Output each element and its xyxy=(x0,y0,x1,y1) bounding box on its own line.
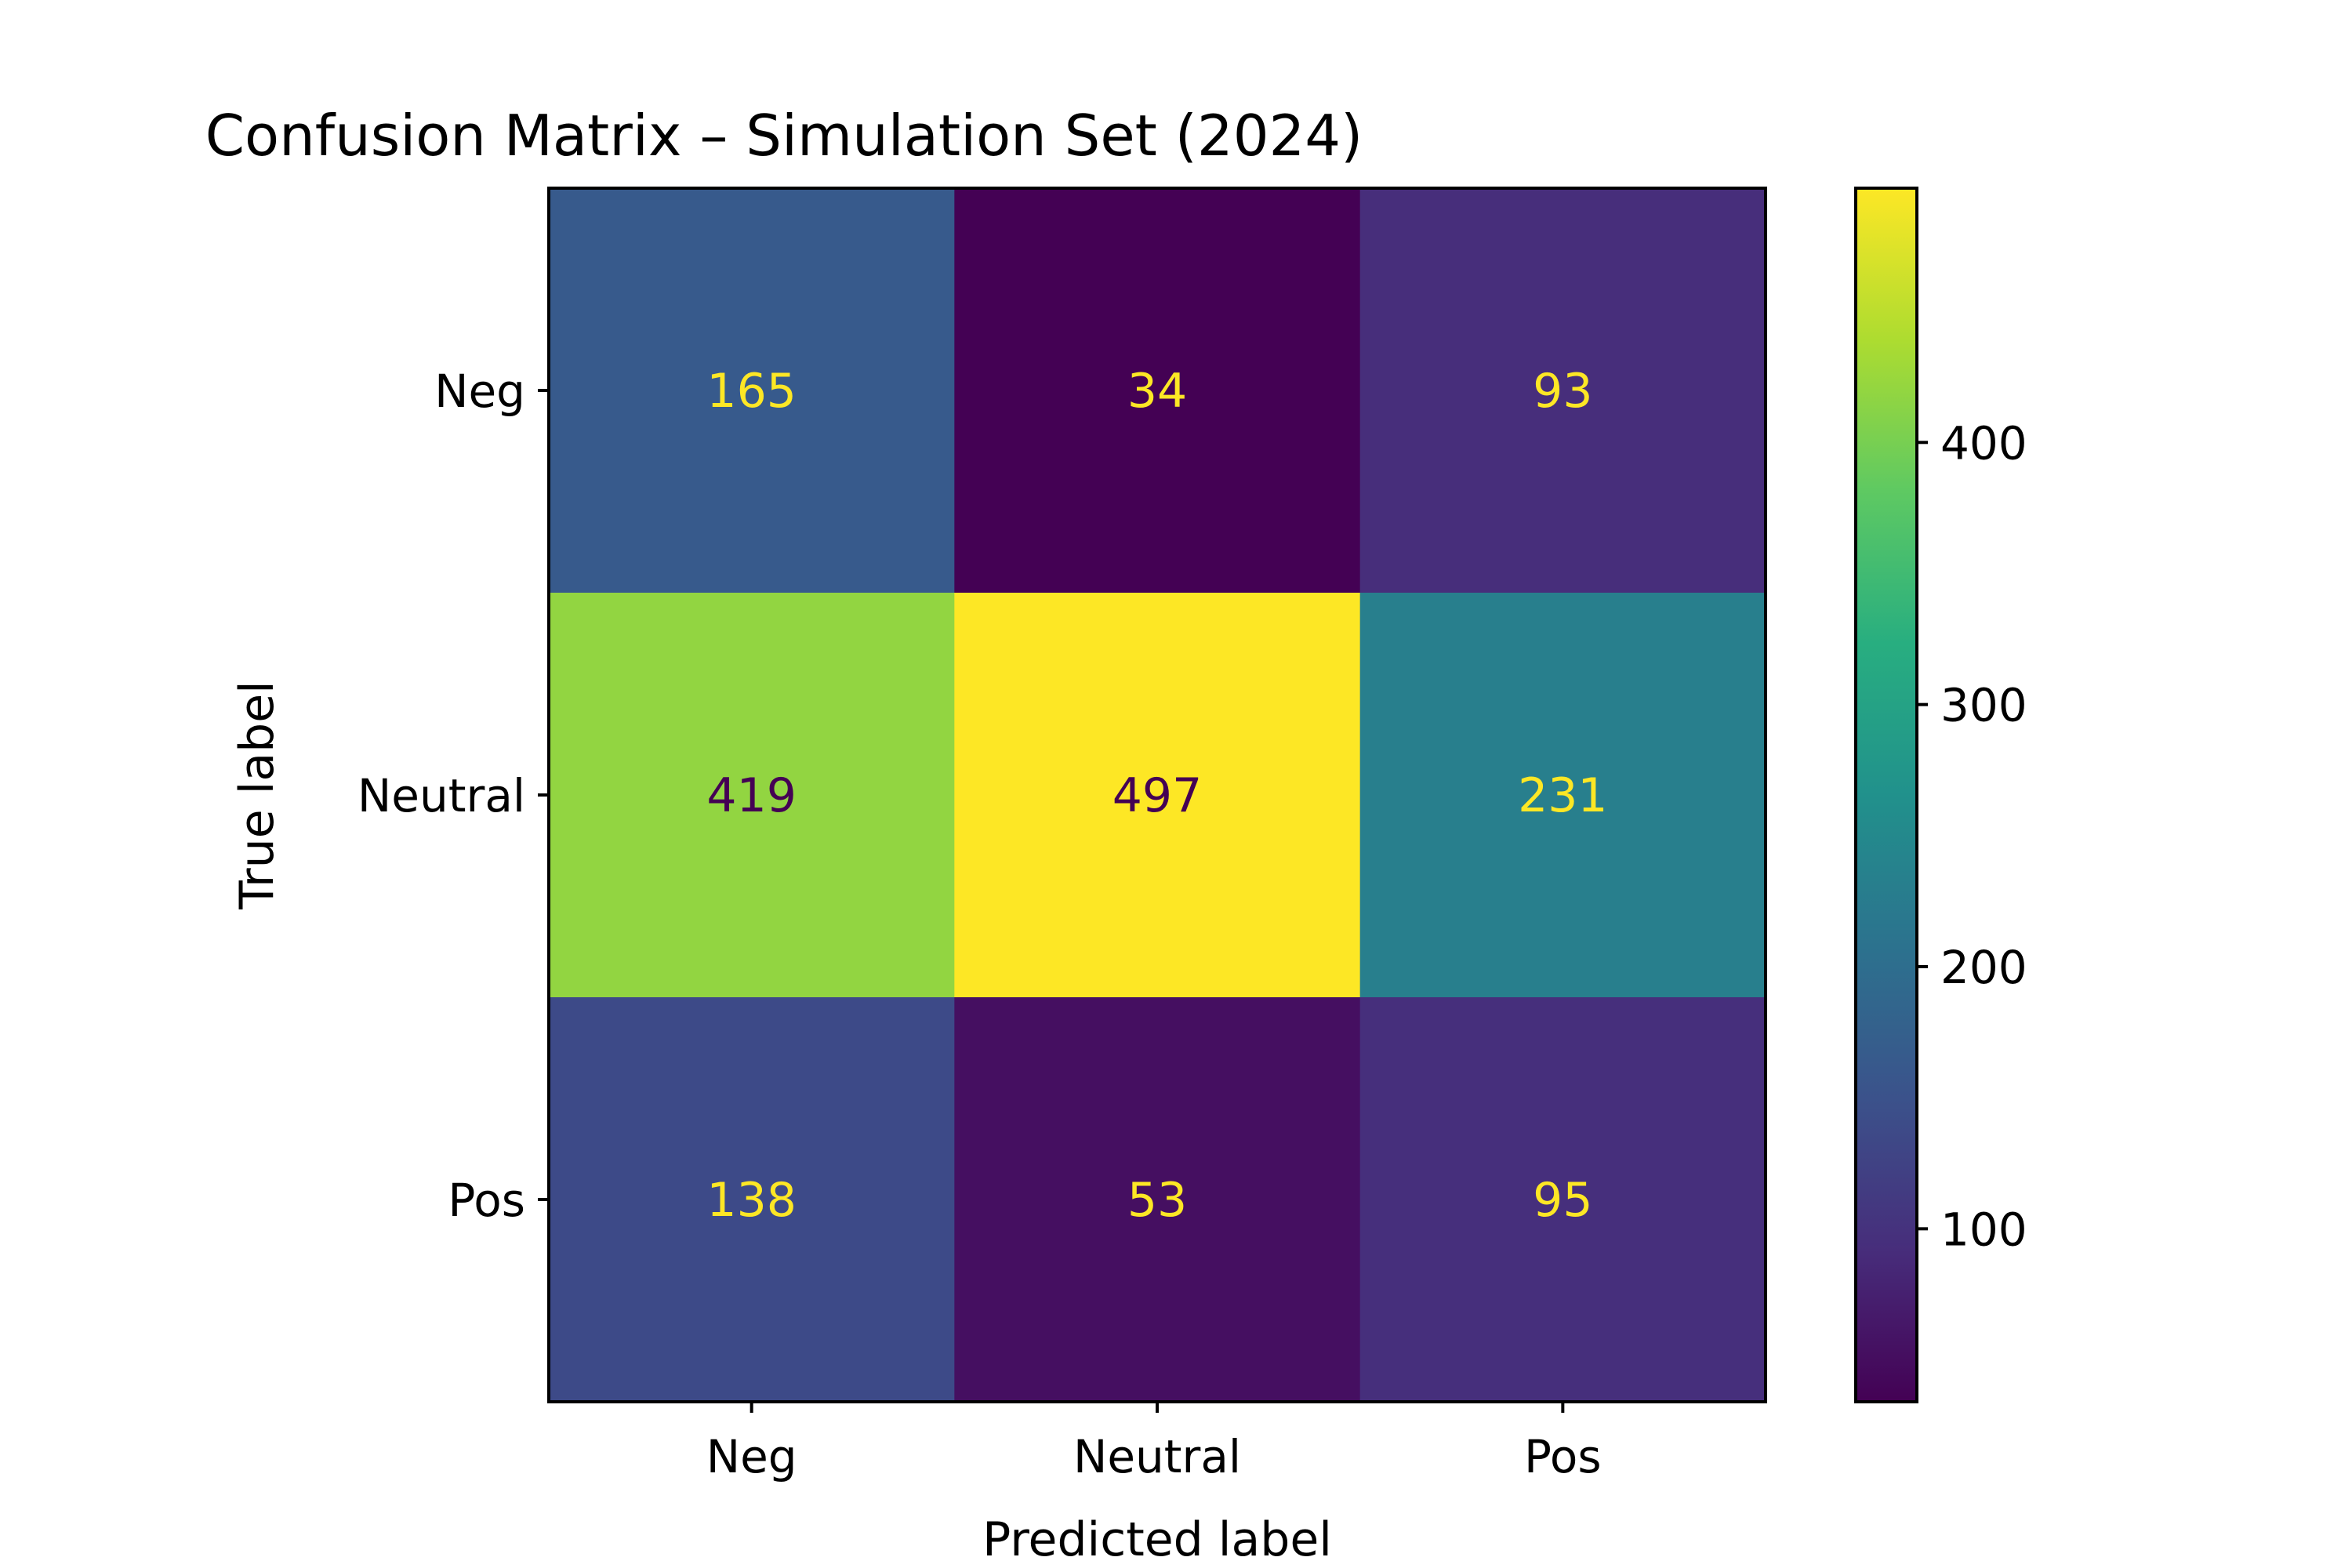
cell-value-label: 34 xyxy=(1127,364,1187,419)
x-axis-label: Predicted label xyxy=(982,1512,1332,1567)
heatmap-cells xyxy=(549,188,1766,1403)
x-tick-label: Neg xyxy=(706,1430,797,1483)
heatmap-cell xyxy=(1359,188,1766,593)
y-axis-label: True label xyxy=(230,681,285,910)
cell-value-label: 95 xyxy=(1533,1173,1592,1228)
y-tick-label: Pos xyxy=(448,1174,525,1227)
heatmap-cell xyxy=(549,188,955,593)
cell-value-label: 53 xyxy=(1127,1173,1187,1228)
colorbar-tick-label: 300 xyxy=(1940,679,2027,732)
heatmap-cell xyxy=(549,593,955,998)
y-axis-ticks: Neg Neutral Pos xyxy=(358,365,549,1227)
cell-value-label: 231 xyxy=(1518,768,1608,823)
heatmap-cell xyxy=(954,188,1361,593)
chart-title: Confusion Matrix – Simulation Set (2024) xyxy=(205,103,1363,169)
heatmap-cell-labels: 165 34 93 419 497 231 138 53 95 xyxy=(706,364,1607,1228)
colorbar-tick-label: 200 xyxy=(1940,941,2027,994)
cell-value-label: 165 xyxy=(706,364,797,419)
y-tick-label: Neg xyxy=(434,365,525,418)
y-tick-label: Neutral xyxy=(358,769,525,822)
heatmap-cell xyxy=(1359,593,1766,998)
colorbar-tick-label: 100 xyxy=(1940,1203,2027,1256)
x-tick-label: Neutral xyxy=(1073,1430,1241,1483)
heatmap-cell xyxy=(549,997,955,1403)
colorbar-ticks: 100 200 300 400 xyxy=(1917,416,2027,1256)
colorbar xyxy=(1856,188,1917,1402)
heatmap-cell xyxy=(954,593,1361,998)
cell-value-label: 419 xyxy=(706,768,797,823)
colorbar-frame xyxy=(1854,187,1918,1403)
cell-value-label: 138 xyxy=(706,1173,797,1228)
x-axis-ticks: Neg Neutral Pos xyxy=(706,1402,1602,1483)
cell-value-label: 497 xyxy=(1112,768,1203,823)
cell-value-label: 93 xyxy=(1533,364,1592,419)
heatmap-cell xyxy=(1359,997,1766,1403)
heatmap-cell xyxy=(954,997,1361,1403)
colorbar-tick-label: 400 xyxy=(1940,416,2027,470)
x-tick-label: Pos xyxy=(1524,1430,1602,1483)
